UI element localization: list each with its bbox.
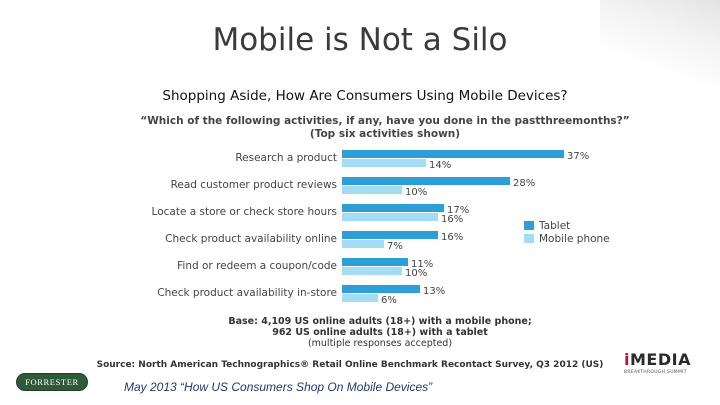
bar-mobile-phone-locate-a-store-or-check-store-hours (342, 213, 438, 221)
category-label-check-product-availability-in-store: Check product availability in-store (157, 287, 337, 299)
slide-footer: May 2013 “How US Consumers Shop On Mobil… (124, 380, 433, 394)
legend-label-mobile-phone: Mobile phone (539, 232, 610, 245)
imedia-tagline: BREAKTHROUGH SUMMIT (624, 370, 687, 375)
category-label-research-a-product: Research a product (235, 152, 337, 164)
base-note-line3: (multiple responses accepted) (307, 338, 453, 349)
bar-mobile-phone-research-a-product (342, 159, 426, 167)
data-label-tablet-check-product-availability-in-store: 13% (423, 286, 445, 297)
data-label-tablet-check-product-availability-online: 16% (441, 232, 463, 243)
chart-source: Source: North American Technographics® R… (96, 360, 604, 370)
data-label-mobile-phone-research-a-product: 14% (429, 160, 451, 171)
imedia-wordmark-prefix: i (624, 350, 630, 369)
data-label-tablet-find-or-redeem-a-coupon-code: 11% (411, 259, 433, 270)
data-label-mobile-phone-find-or-redeem-a-coupon-code: 10% (405, 268, 427, 279)
bar-tablet-locate-a-store-or-check-store-hours (342, 204, 444, 212)
bar-mobile-phone-find-or-redeem-a-coupon-code (342, 267, 402, 275)
slide-title: Mobile is Not a Silo (212, 22, 508, 58)
data-label-mobile-phone-check-product-availability-in-store: 6% (381, 295, 397, 306)
imedia-logo: iMEDIA BREAKTHROUGH SUMMIT (624, 350, 694, 375)
data-label-mobile-phone-read-customer-product-reviews: 10% (405, 187, 427, 198)
bar-chart: Research a product 37% 14% Read customer pr… (152, 150, 589, 306)
data-label-tablet-locate-a-store-or-check-store-hours: 17% (447, 205, 469, 216)
bar-tablet-check-product-availability-online (342, 231, 438, 239)
legend-label-tablet: Tablet (539, 219, 571, 232)
data-label-mobile-phone-check-product-availability-online: 7% (387, 241, 403, 252)
legend-swatch-tablet (524, 221, 534, 230)
background-mountain-graphic (600, 0, 720, 90)
bar-tablet-research-a-product (342, 150, 564, 158)
survey-question-line1: “Which of the following activities, if a… (140, 115, 630, 127)
bar-tablet-check-product-availability-in-store (342, 285, 420, 293)
category-label-read-customer-product-reviews: Read customer product reviews (171, 179, 337, 191)
base-note-line1: Base: 4,109 US online adults (18+) with … (228, 316, 532, 327)
chart-legend: Tablet Mobile phone (524, 219, 610, 245)
imedia-wordmark-rest: MEDIA (629, 350, 691, 369)
legend-swatch-mobile-phone (524, 234, 534, 243)
survey-question-line2: (Top six activities shown) (309, 128, 461, 140)
imedia-wordmark: iMEDIA (624, 350, 694, 369)
chart-title: Shopping Aside, How Are Consumers Using … (162, 88, 568, 104)
data-label-tablet-read-customer-product-reviews: 28% (513, 178, 535, 189)
bar-tablet-read-customer-product-reviews (342, 177, 510, 185)
bar-mobile-phone-read-customer-product-reviews (342, 186, 402, 194)
data-label-mobile-phone-locate-a-store-or-check-store-hours: 16% (441, 214, 463, 225)
data-label-tablet-research-a-product: 37% (567, 151, 589, 162)
bar-tablet-find-or-redeem-a-coupon-code (342, 258, 408, 266)
bar-mobile-phone-check-product-availability-online (342, 240, 384, 248)
category-label-locate-a-store-or-check-store-hours: Locate a store or check store hours (152, 206, 337, 218)
category-label-check-product-availability-online: Check product availability online (165, 233, 337, 245)
base-note: Base: 4,109 US online adults (18+) with … (190, 316, 570, 349)
legend-item-mobile-phone: Mobile phone (524, 232, 610, 245)
base-note-line2: 962 US online adults (18+) with a tablet (272, 327, 488, 338)
bar-mobile-phone-check-product-availability-in-store (342, 294, 378, 302)
survey-question: “Which of the following activities, if a… (110, 115, 660, 141)
forrester-logo: FORRESTER (17, 374, 87, 390)
category-label-find-or-redeem-a-coupon-code: Find or redeem a coupon/code (177, 260, 337, 272)
legend-item-tablet: Tablet (524, 219, 610, 232)
